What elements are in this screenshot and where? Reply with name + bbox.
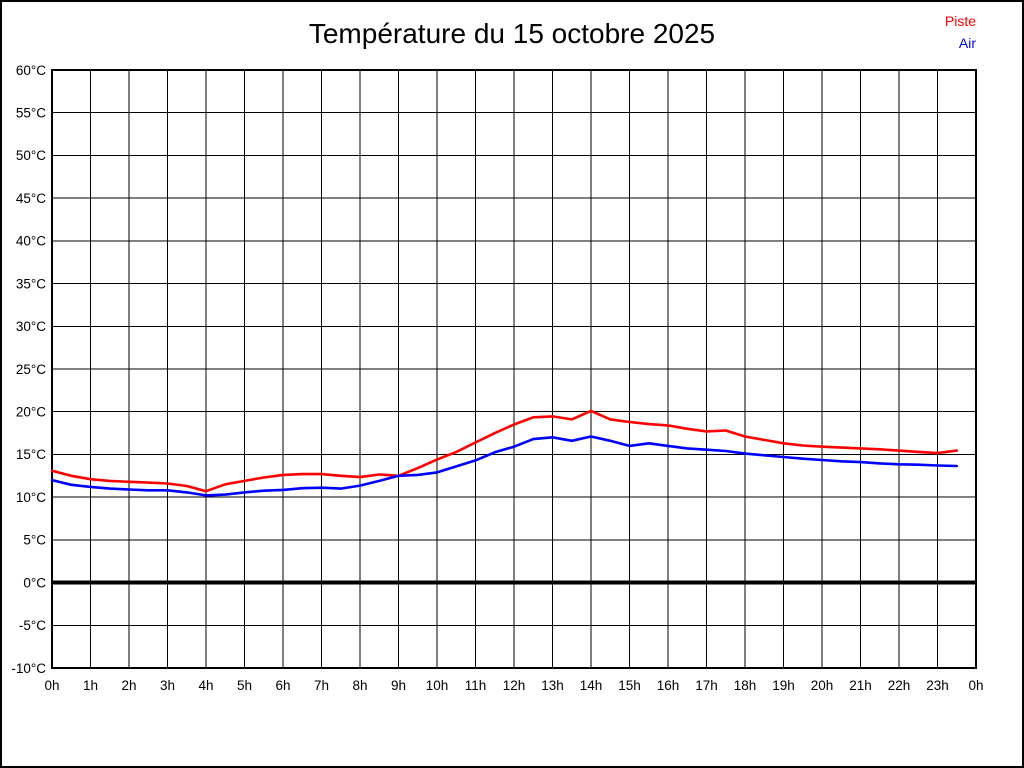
x-tick-label: 20h	[811, 678, 834, 693]
y-tick-label: 55°C	[16, 106, 46, 121]
x-tick-label: 21h	[849, 678, 872, 693]
x-tick-label: 12h	[503, 678, 526, 693]
x-tick-label: 14h	[580, 678, 603, 693]
x-tick-label: 4h	[198, 678, 213, 693]
x-tick-label: 18h	[734, 678, 757, 693]
y-tick-label: -5°C	[19, 618, 46, 633]
y-tick-label: 50°C	[16, 148, 46, 163]
x-tick-label: 9h	[391, 678, 406, 693]
legend-item-piste: Piste	[944, 13, 976, 29]
plot-border	[51, 69, 977, 669]
y-tick-label: -10°C	[11, 661, 46, 676]
y-tick-label: 0°C	[23, 575, 46, 590]
y-tick-label: 25°C	[16, 362, 46, 377]
x-tick-label: 6h	[275, 678, 290, 693]
y-tick-label: 15°C	[16, 447, 46, 462]
x-tick-label: 7h	[314, 678, 329, 693]
chart-title: Température du 15 octobre 2025	[308, 18, 716, 49]
x-tick-label: 3h	[160, 678, 175, 693]
x-tick-label: 16h	[657, 678, 680, 693]
series-line-piste	[50, 409, 959, 493]
x-tick-label: 2h	[121, 678, 136, 693]
y-tick-label: 20°C	[16, 405, 46, 420]
x-tick-label: 17h	[695, 678, 718, 693]
y-tick-label: 10°C	[16, 490, 46, 505]
x-tick-label: 11h	[465, 678, 487, 693]
x-tick-label: 23h	[926, 678, 949, 693]
y-tick-label: 35°C	[16, 276, 46, 291]
y-tick-label: 45°C	[16, 191, 46, 206]
x-tick-label: 13h	[541, 678, 564, 693]
legend: Piste Air	[945, 10, 976, 54]
x-tick-label: 1h	[83, 678, 98, 693]
series-line-air	[50, 435, 959, 497]
x-tick-label: 15h	[618, 678, 641, 693]
legend-item-air: Air	[958, 35, 976, 51]
x-tick-label: 0h	[968, 678, 983, 693]
x-tick-label: 5h	[237, 678, 252, 693]
y-tick-label: 5°C	[23, 533, 46, 548]
y-tick-label: 60°C	[16, 63, 46, 78]
y-tick-label: 30°C	[16, 319, 46, 334]
x-tick-label: 10h	[426, 678, 449, 693]
x-tick-label: 19h	[772, 678, 795, 693]
y-tick-label: 40°C	[16, 234, 46, 249]
x-tick-label: 8h	[352, 678, 367, 693]
x-tick-label: 22h	[888, 678, 911, 693]
x-tick-label: 0h	[44, 678, 59, 693]
